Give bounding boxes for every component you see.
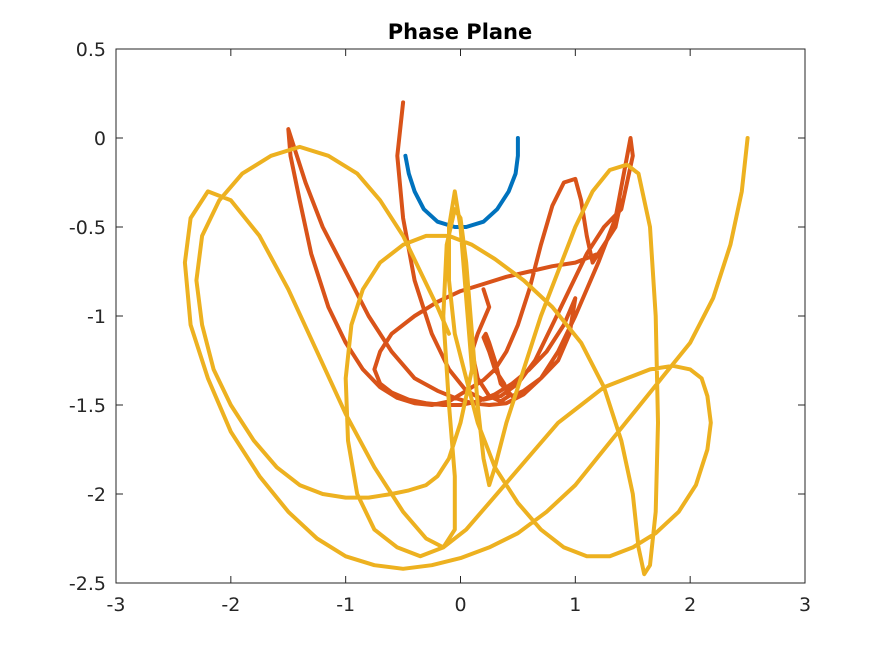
- y-tick-label: 0.5: [76, 39, 106, 61]
- y-tick-label: -2.5: [69, 573, 106, 595]
- tick-layer: -3 -2 -1 0 1 2 3 0.5 0 -0.5 -1 -1.5 -2 -2.5: [69, 39, 811, 616]
- y-tick-label: -1.5: [69, 395, 106, 417]
- x-tick-label: -2: [221, 594, 240, 616]
- x-tick-label: 3: [799, 594, 811, 616]
- series-layer: [182, 100, 750, 577]
- x-tick-label: -1: [336, 594, 355, 616]
- x-tick-label: -3: [107, 594, 126, 616]
- trajectory-line-3: [182, 136, 750, 577]
- y-tick-label: 0: [94, 128, 106, 150]
- trajectory-line-2: [286, 100, 635, 407]
- y-tick-label: -0.5: [69, 217, 106, 239]
- plot-area: [116, 49, 805, 583]
- x-tick-label: 1: [569, 594, 581, 616]
- y-tick-label: -2: [87, 484, 106, 506]
- y-tick-label: -1: [87, 306, 106, 328]
- x-tick-label: 2: [684, 594, 696, 616]
- trajectory-line-1: [403, 136, 520, 229]
- chart-title: Phase Plane: [388, 20, 533, 44]
- x-tick-label: 0: [454, 594, 466, 616]
